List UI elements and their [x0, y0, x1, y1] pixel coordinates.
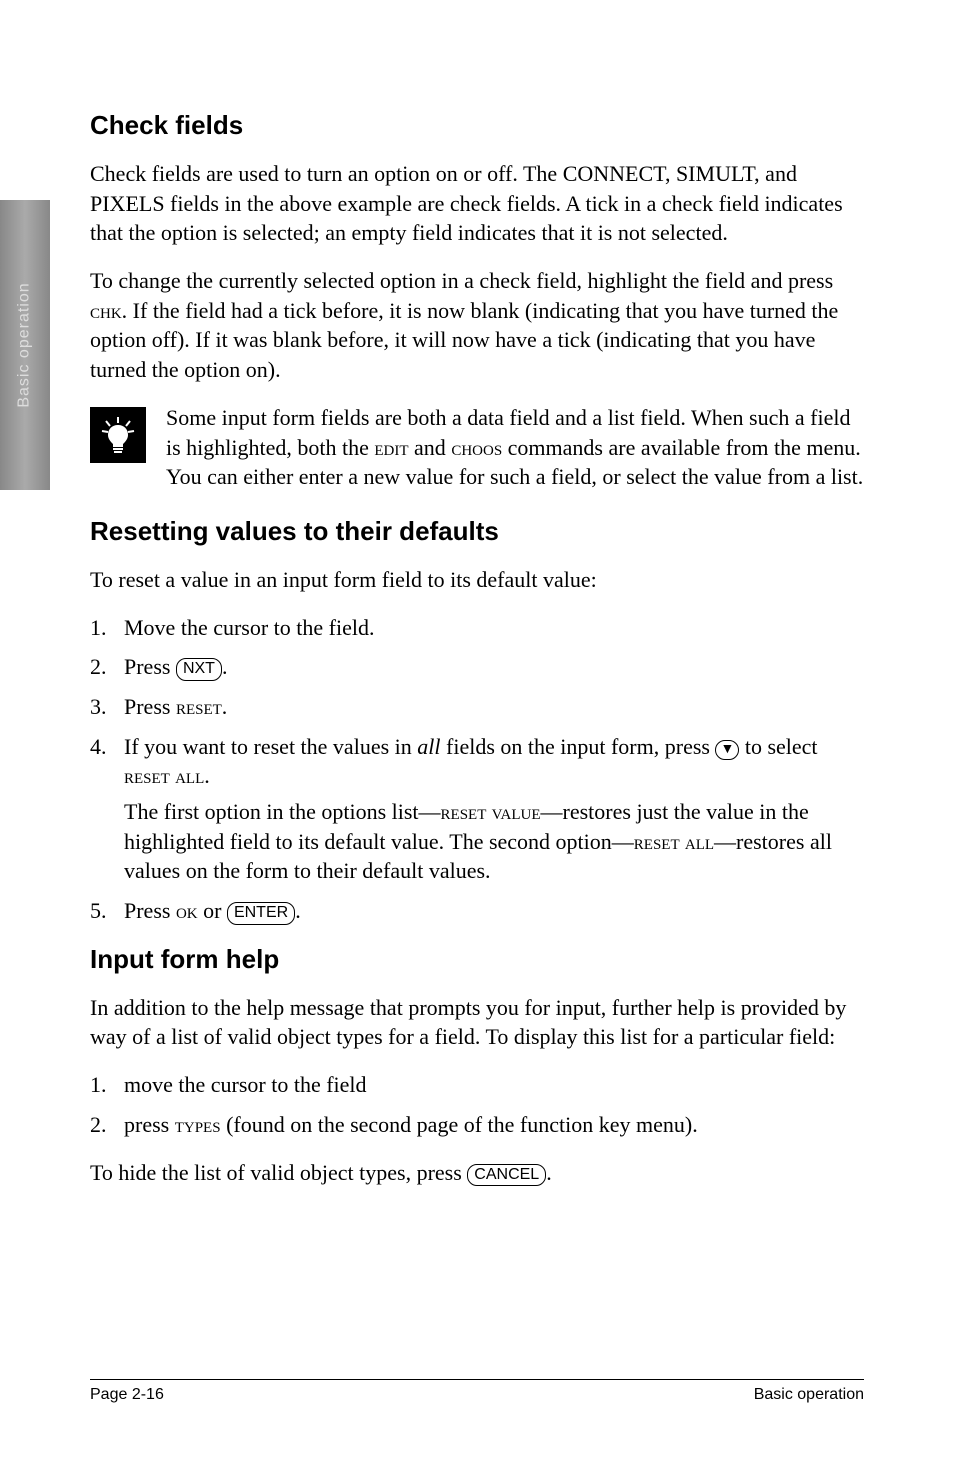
- para-help-intro: In addition to the help message that pro…: [90, 993, 864, 1052]
- key-reset-all: reset all: [124, 764, 204, 788]
- key-enter: ENTER: [227, 902, 295, 925]
- para-check-fields-2: To change the currently selected option …: [90, 266, 864, 385]
- text: To change the currently selected option …: [90, 268, 833, 293]
- reset-step-4: If you want to reset the values in all f…: [90, 732, 864, 886]
- heading-resetting: Resetting values to their defaults: [90, 516, 864, 547]
- key-chk: chk: [90, 299, 122, 323]
- para-check-fields-1: Check fields are used to turn an option …: [90, 159, 864, 248]
- key-reset-all-2: reset all: [634, 830, 714, 854]
- reset-steps-list: Move the cursor to the field. Press NXT.…: [90, 613, 864, 926]
- text: The first option in the options list—: [124, 799, 441, 824]
- text: to select: [739, 734, 817, 759]
- tip-text: Some input form fields are both a data f…: [166, 403, 864, 492]
- key-reset-value: reset value: [441, 800, 541, 824]
- reset-step-5: Press ok or ENTER.: [90, 896, 864, 926]
- footer-section: Basic operation: [754, 1386, 864, 1404]
- text: (found on the second page of the functio…: [221, 1112, 698, 1137]
- text-em: all: [417, 734, 440, 759]
- text: .: [222, 654, 228, 679]
- text: If you want to reset the values in: [124, 734, 417, 759]
- help-steps-list: move the cursor to the field press types…: [90, 1070, 864, 1139]
- lightbulb-icon: [90, 407, 146, 463]
- text: fields on the input form, press: [441, 734, 716, 759]
- down-arrow-key: ▼: [715, 740, 739, 760]
- text: press: [124, 1112, 175, 1137]
- key-choos: choos: [451, 436, 502, 460]
- text: To hide the list of valid object types, …: [90, 1160, 467, 1185]
- page-footer: Page 2-16 Basic operation: [90, 1379, 864, 1404]
- footer-page-number: Page 2-16: [90, 1386, 164, 1404]
- heading-input-form-help: Input form help: [90, 944, 864, 975]
- reset-step-1: Move the cursor to the field.: [90, 613, 864, 643]
- para-reset-intro: To reset a value in an input form field …: [90, 565, 864, 595]
- para-help-outro: To hide the list of valid object types, …: [90, 1158, 864, 1188]
- key-cancel: CANCEL: [467, 1164, 546, 1187]
- key-types: types: [175, 1113, 221, 1137]
- page-content: Check fields Check fields are used to tu…: [0, 0, 954, 1464]
- reset-step-4-sub: The first option in the options list—res…: [124, 797, 864, 886]
- text: Press: [124, 898, 176, 923]
- text: and: [409, 435, 452, 460]
- text: .: [295, 898, 301, 923]
- text: Press: [124, 694, 176, 719]
- text: . If the field had a tick before, it is …: [90, 298, 838, 382]
- text: .: [222, 694, 228, 719]
- key-ok: ok: [176, 899, 198, 923]
- help-step-1: move the cursor to the field: [90, 1070, 864, 1100]
- key-edit: edit: [374, 436, 408, 460]
- help-step-2: press types (found on the second page of…: [90, 1110, 864, 1140]
- text: .: [546, 1160, 552, 1185]
- reset-step-3: Press reset.: [90, 692, 864, 722]
- text: or: [198, 898, 227, 923]
- key-nxt: NXT: [176, 658, 222, 681]
- text: Press: [124, 654, 176, 679]
- reset-step-2: Press NXT.: [90, 652, 864, 682]
- heading-check-fields: Check fields: [90, 110, 864, 141]
- tip-block: Some input form fields are both a data f…: [90, 403, 864, 492]
- key-reset: reset: [176, 695, 222, 719]
- text: .: [204, 763, 210, 788]
